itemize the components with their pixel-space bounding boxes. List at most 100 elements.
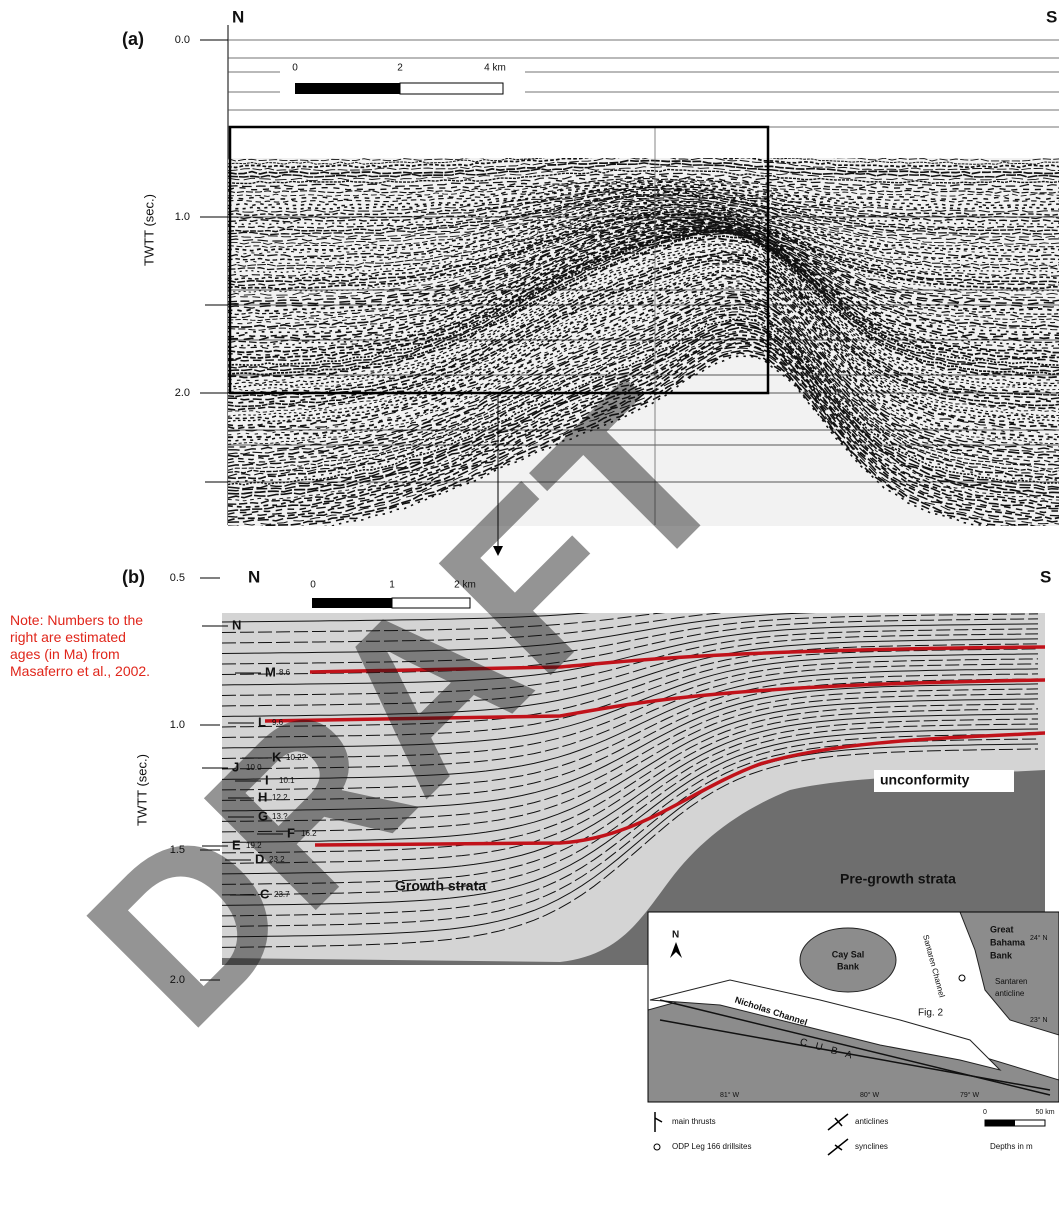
- reflector: [228, 210, 1059, 281]
- reflector: [228, 281, 1059, 439]
- reflector: [228, 274, 1059, 427]
- reflector: [228, 280, 1059, 436]
- label: 2.0: [170, 974, 185, 986]
- reflector: [228, 253, 1059, 401]
- reflector: [228, 224, 1059, 329]
- reflector: [222, 718, 1039, 885]
- reflector: [228, 240, 1059, 382]
- reflector: [228, 266, 1059, 417]
- label: 0: [983, 1109, 987, 1116]
- reflector: [228, 218, 1059, 306]
- reflector: [228, 216, 1059, 296]
- label: N: [672, 930, 679, 941]
- label: 1.5: [170, 844, 185, 856]
- label: anticline: [995, 989, 1025, 998]
- label: ODP Leg 166 drillsites: [672, 1142, 751, 1151]
- label: K: [272, 749, 282, 764]
- reflector: [228, 232, 1059, 373]
- cuba-shelf: [649, 979, 1002, 1071]
- reflector: [228, 168, 1059, 185]
- reflector: [228, 275, 1059, 430]
- map-frame: [647, 911, 1059, 1103]
- reflector: [228, 185, 1059, 213]
- reflector: [222, 703, 1039, 854]
- reflector: [222, 643, 1039, 728]
- label: E: [232, 837, 241, 852]
- reflector: [300, 351, 1019, 526]
- reflector: [222, 613, 1039, 665]
- label: 4 km: [484, 63, 506, 74]
- reflector: [222, 723, 1039, 896]
- reflector: [222, 693, 1039, 833]
- reflector: [228, 340, 1059, 518]
- reflector: [228, 223, 1059, 321]
- label: G: [258, 808, 268, 823]
- label: I: [265, 772, 269, 787]
- label: 23.2: [269, 855, 285, 864]
- reflector: [228, 292, 1059, 452]
- thrust: [659, 1019, 1051, 1091]
- reflector: [228, 175, 1059, 191]
- reflector: [228, 158, 1059, 169]
- note-line: Masaferro et al., 2002.: [10, 663, 151, 679]
- thrust: [659, 999, 1051, 1096]
- reflector: [228, 308, 1059, 474]
- scale-black: [295, 83, 400, 94]
- label: Growth strata: [395, 878, 486, 894]
- reflector: [228, 301, 1059, 464]
- reflector: [228, 229, 1059, 350]
- reflector: [228, 230, 1059, 369]
- reflector: [228, 337, 1059, 512]
- reflector: [228, 226, 1059, 341]
- reflector: [228, 326, 1059, 499]
- label: synclines: [855, 1142, 888, 1151]
- reflector: [228, 229, 1059, 361]
- label: TWTT (sec.): [134, 754, 149, 826]
- label: Great: [990, 924, 1014, 934]
- reflector: [222, 683, 1039, 812]
- label: N: [232, 7, 244, 26]
- reflector: [222, 698, 1039, 843]
- label: 0.0: [175, 34, 190, 46]
- reflector: [228, 263, 1059, 413]
- reflector: [222, 638, 1039, 717]
- label: Santaren: [995, 977, 1027, 986]
- seismic: [228, 158, 1059, 526]
- reflector: [228, 180, 1059, 201]
- reflector: [228, 303, 1059, 468]
- note-line: ages (in Ma) from: [10, 646, 120, 662]
- note-line: right are estimated: [10, 629, 126, 645]
- red-horizon: [264, 678, 1045, 723]
- reflector: [228, 216, 1059, 299]
- label: unconformity: [880, 772, 970, 788]
- reflector: [228, 329, 1059, 502]
- reflector: [228, 248, 1059, 395]
- reflector: [228, 251, 1059, 398]
- reflector: [228, 294, 1059, 455]
- label: 10.0: [246, 763, 262, 772]
- reflector: [222, 618, 1039, 675]
- reflector: [222, 663, 1039, 770]
- reflector: [222, 733, 1039, 917]
- label: H: [258, 789, 267, 804]
- label-bg: [874, 770, 1014, 792]
- label: 2.0: [175, 387, 190, 399]
- label: Bahama: [990, 937, 1026, 947]
- label: TWTT (sec.): [141, 194, 156, 266]
- reflector: [228, 162, 1059, 178]
- scale-black: [312, 598, 392, 608]
- scale-white: [391, 597, 471, 609]
- label: N: [232, 617, 241, 632]
- reflector: [228, 347, 1059, 526]
- label: 13.?: [272, 812, 288, 821]
- drillsite: [958, 974, 966, 982]
- reflector: [228, 190, 1059, 226]
- reflector: [228, 181, 1059, 204]
- legend-drill: [653, 1143, 661, 1151]
- reflector: [222, 648, 1039, 738]
- label: 80° W: [860, 1091, 880, 1099]
- reflector: [228, 234, 1059, 376]
- label: 24° N: [1030, 934, 1048, 942]
- reflector: [228, 158, 1059, 172]
- label: 79° W: [960, 1091, 980, 1099]
